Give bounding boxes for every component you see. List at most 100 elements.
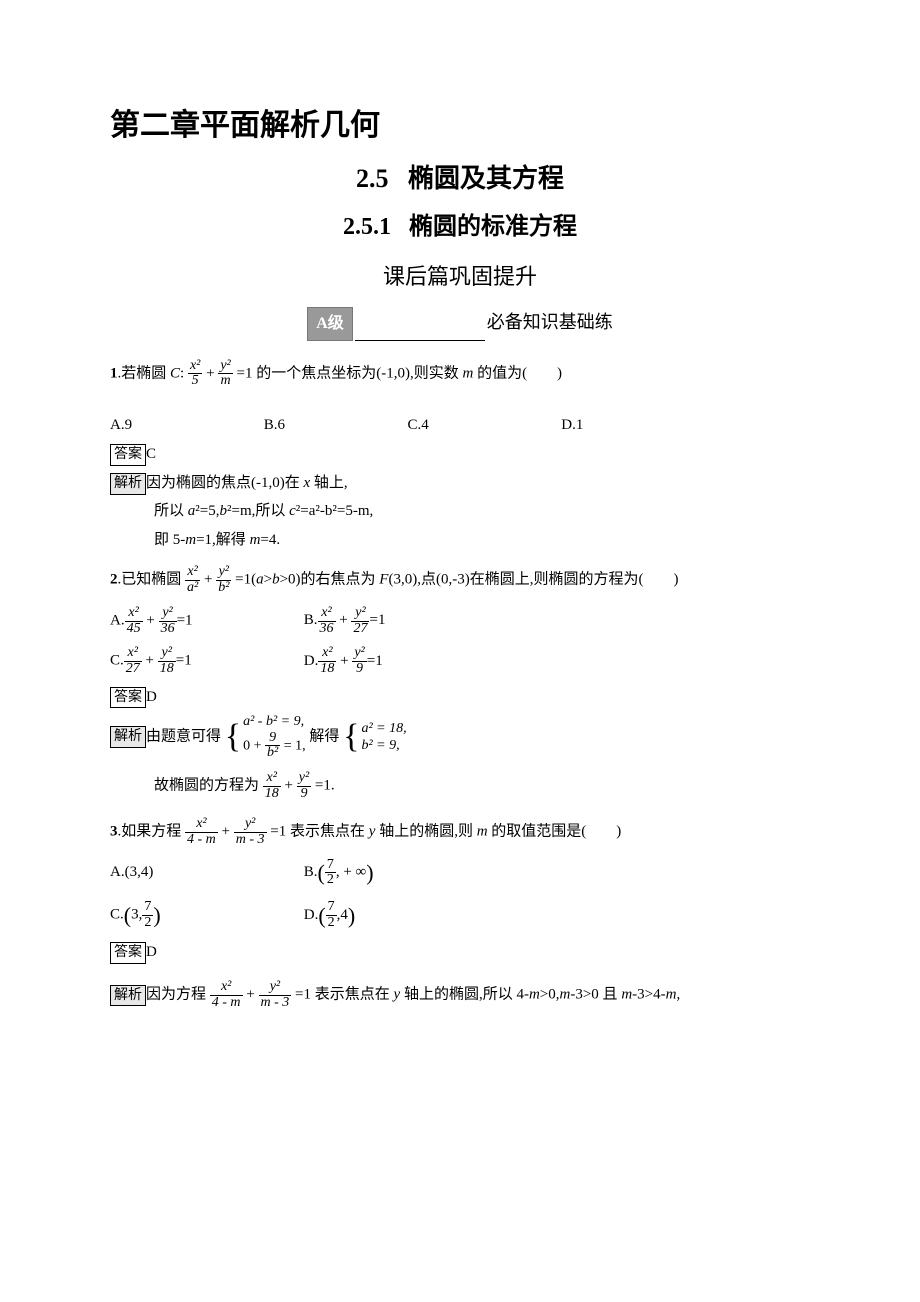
q2-res-f1: x²18 <box>263 771 281 801</box>
q2-sys1-frac: 9b² <box>265 731 280 761</box>
q3-ex-m1: m <box>529 987 540 1003</box>
opt-d-label: D. <box>304 907 319 923</box>
q3-stem-c: 轴上的椭圆,则 <box>375 824 476 840</box>
q2-c-n1: x² <box>124 646 142 661</box>
q3-ex-f2d: m - 3 <box>259 995 292 1011</box>
q3-f2d: m - 3 <box>234 832 267 848</box>
q1-ex3c: =4. <box>260 532 280 548</box>
q3-d-d: 2 <box>326 915 337 931</box>
opt-b-label: B. <box>304 864 318 880</box>
q3-options-row1: A.(3,4) B.(72, + ∞) <box>110 858 810 888</box>
q3-c-n: 7 <box>142 900 153 915</box>
q2-d-n2: y² <box>352 646 366 661</box>
opt-c-label: C. <box>110 907 124 923</box>
level-blank <box>355 340 485 341</box>
opt-c-label: C. <box>408 417 422 433</box>
subsection-name: 椭圆的标准方程 <box>409 214 577 240</box>
q3-c-close: ) <box>153 903 160 928</box>
q1-stem-c: 的值为( ) <box>473 365 562 381</box>
q2-d-d1: 18 <box>318 661 336 677</box>
q2-res-d2: 9 <box>297 786 311 802</box>
q1-explain-1: 解析因为椭圆的焦点(-1,0)在 x 轴上, <box>110 471 810 497</box>
q3-stem-b: =1 表示焦点在 <box>270 824 368 840</box>
subsection-number: 2.5.1 <box>343 214 391 240</box>
q2-a-d1: 45 <box>125 621 143 637</box>
level-text: 必备知识基础练 <box>487 312 613 332</box>
q1-ex2j: ²=5-m <box>332 503 369 519</box>
q2-number: 2 <box>110 572 118 588</box>
chapter-title: 第二章平面解析几何 <box>110 100 810 151</box>
q3-ex-m4: m <box>666 987 677 1003</box>
q2-sys1-r1: a² - b² = 9, <box>243 714 304 729</box>
q2-sys2-r2: b² = 9, <box>361 738 399 753</box>
q2-explain-2: 故椭圆的方程为 x²18 + y²9 =1. <box>110 771 810 801</box>
q3-d-open: ( <box>318 903 325 928</box>
q3-b-close: ) <box>366 860 373 885</box>
q3-b-open: ( <box>318 860 325 885</box>
q2-b-eq: =1 <box>369 612 385 628</box>
q3-frac2: y²m - 3 <box>234 817 267 847</box>
q3-ex-g: , <box>676 987 680 1003</box>
q3-ex-m3: m <box>621 987 632 1003</box>
q1-opt-c: C.4 <box>408 413 558 439</box>
q2-res-plus: + <box>285 778 297 794</box>
q3-number: 3 <box>110 824 118 840</box>
answer-label: 答案 <box>110 444 146 466</box>
q1-explain-2: 所以 a²=5,b²=m,所以 c²=a²-b²=5-m, <box>110 499 810 525</box>
q2-gt1: > <box>264 572 272 588</box>
q3-opt-b: B.(72, + ∞) <box>304 864 374 880</box>
q3-d-n: 7 <box>326 900 337 915</box>
q2-a: a <box>256 572 264 588</box>
opt-d-label: D. <box>304 653 319 669</box>
q2-system-2: { a² = 18, b² = 9, <box>343 720 406 755</box>
q3-ex-c: 轴上的椭圆,所以 4- <box>400 987 529 1003</box>
q3-b-mid: , + ∞ <box>336 864 366 880</box>
q2-sys2-r1: a² = 18, <box>361 721 406 736</box>
q2-a-f1: x²45 <box>125 606 143 636</box>
q3-options-row2: C.(3,72) D.(72,4) <box>110 900 810 930</box>
q3-b-n: 7 <box>325 858 336 873</box>
q2-a-f2: y²36 <box>159 606 177 636</box>
q3-plus: + <box>222 824 234 840</box>
q2-b-d2: 27 <box>351 621 369 637</box>
q1-opt-d-val: 1 <box>576 417 584 433</box>
q3-opt-a: A.(3,4) <box>110 860 300 886</box>
q1-ex2h: ²=a <box>296 503 316 519</box>
q1-ex3m2: m <box>250 532 261 548</box>
q3-b-frac: 72 <box>325 858 336 888</box>
opt-c-label: C. <box>110 653 124 669</box>
q3-c-open: ( <box>124 903 131 928</box>
q2-d-f2: y²9 <box>352 646 366 676</box>
q3-m: m <box>477 824 488 840</box>
q1-ex2i: ²-b <box>315 503 332 519</box>
q1-options: A.9 B.6 C.4 D.1 <box>110 413 810 439</box>
q3-d-close: ) <box>348 903 355 928</box>
q3-b-d: 2 <box>325 872 336 888</box>
q2-f1d: a² <box>185 580 200 596</box>
q1-plus: + <box>206 365 218 381</box>
q1-answer-row: 答案C <box>110 442 810 468</box>
q2-res-n1: x² <box>263 771 281 786</box>
q3-ex-f2n: y² <box>259 980 292 995</box>
q2-res-d1: 18 <box>263 786 281 802</box>
q2-opt-b: B.x²36 + y²27=1 <box>304 612 386 628</box>
q3-frac1: x²4 - m <box>185 817 218 847</box>
q2-a-n2: y² <box>159 606 177 621</box>
q1-ex3b: =1,解得 <box>196 532 249 548</box>
q3-answer-row: 答案D <box>110 940 810 966</box>
q1-opt-a-val: 9 <box>125 417 133 433</box>
q3-ex-m2: m <box>560 987 571 1003</box>
q1-C: C <box>170 365 180 381</box>
q2-a-plus: + <box>143 612 159 628</box>
opt-b-label: B. <box>304 612 318 628</box>
q3-ex-e: -3>0 且 <box>570 987 621 1003</box>
q1-ex2d: b <box>219 503 227 519</box>
q3-c-lead: 3, <box>131 907 142 923</box>
subsection-title: 2.5.1 椭圆的标准方程 <box>110 207 810 248</box>
q2-b-f1: x²36 <box>318 606 336 636</box>
q2-a-eq: =1 <box>177 612 193 628</box>
q3-explain-1: 解析因为方程 x²4 - m + y²m - 3 =1 表示焦点在 y 轴上的椭… <box>110 980 810 1010</box>
q1-answer: C <box>146 446 156 462</box>
question-3: 3.如果方程 x²4 - m + y²m - 3 =1 表示焦点在 y 轴上的椭… <box>110 817 810 847</box>
question-1: 1.若椭圆 C: x²5 + y²m =1 的一个焦点坐标为(-1,0),则实数… <box>110 359 810 389</box>
